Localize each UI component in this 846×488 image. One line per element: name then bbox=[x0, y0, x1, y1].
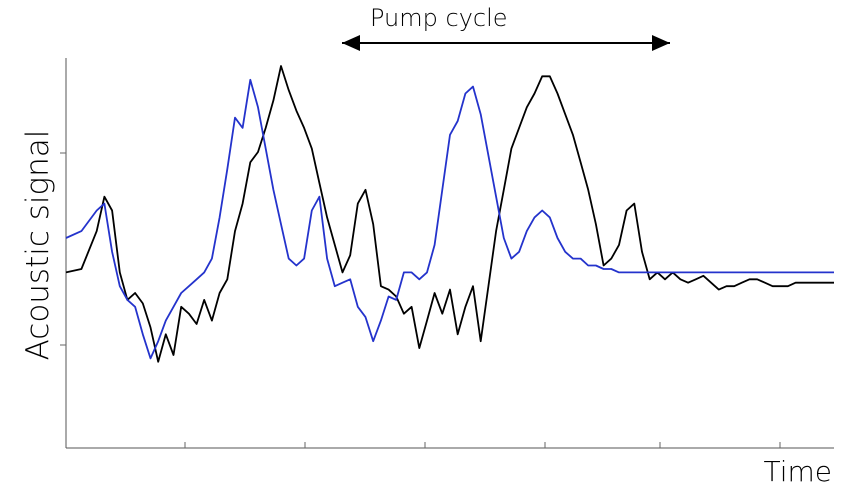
series-layer bbox=[65, 65, 834, 363]
axis-ticks bbox=[60, 152, 781, 448]
series-line-blue bbox=[65, 78, 834, 360]
pump-cycle-label: Pump cycle bbox=[370, 4, 508, 32]
x-axis-label: Time bbox=[763, 455, 832, 488]
series-line-black bbox=[65, 65, 834, 363]
y-axis-label: Acoustic signal bbox=[20, 129, 56, 361]
